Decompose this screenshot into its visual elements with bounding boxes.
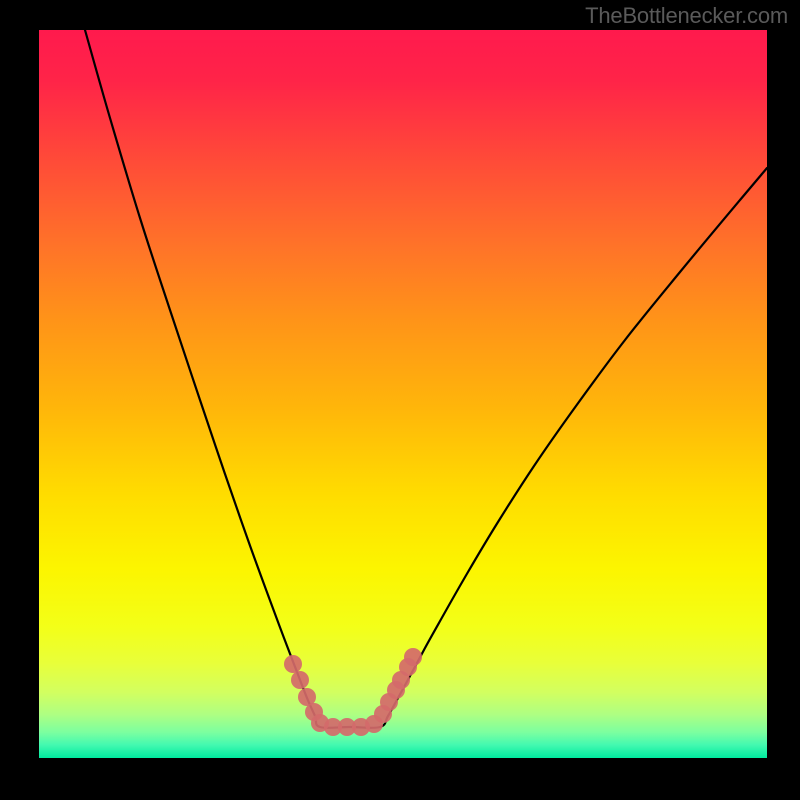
watermark-label: TheBottlenecker.com: [585, 3, 788, 29]
curve-marker: [404, 648, 422, 666]
curve-marker: [291, 671, 309, 689]
bottleneck-chart: [0, 0, 800, 800]
plot-gradient-background: [39, 30, 767, 758]
curve-marker: [284, 655, 302, 673]
